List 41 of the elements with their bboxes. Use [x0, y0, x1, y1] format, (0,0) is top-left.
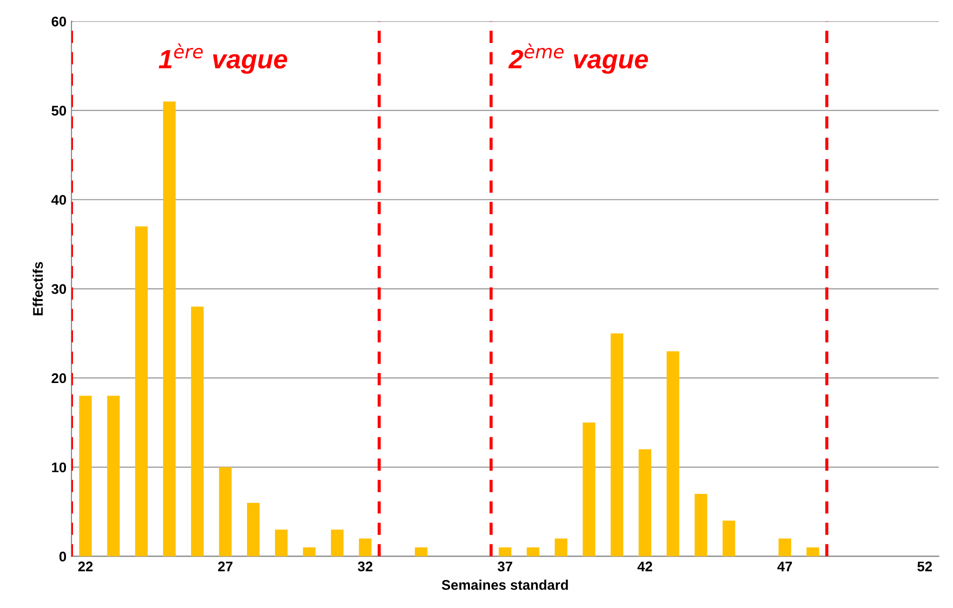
y-tick-label: 30 [51, 284, 66, 294]
x-tick-label: 42 [637, 562, 652, 572]
bar [666, 351, 680, 556]
bar [638, 449, 652, 556]
bar [330, 530, 344, 556]
bar [79, 396, 92, 556]
bar [610, 333, 624, 556]
annotation: 1$^{ère}$ vague [158, 43, 288, 74]
bar [107, 396, 120, 556]
x-tick-label: 27 [218, 562, 232, 572]
bar [554, 538, 568, 556]
bar [247, 502, 260, 556]
x-tick-label: 52 [917, 562, 932, 572]
x-axis-title: Semaines standard [442, 580, 568, 590]
bar [163, 102, 176, 556]
annotation: 2$^{ème}$ vague [508, 43, 648, 74]
y-tick-label: 10 [52, 462, 66, 472]
bar [582, 422, 596, 556]
x-tick-label: 37 [498, 562, 512, 572]
bar [806, 547, 820, 556]
bar [694, 494, 708, 556]
y-axis-title: Effectifs [32, 262, 43, 316]
bar [135, 226, 148, 556]
y-tick-label: 50 [52, 106, 66, 116]
bar [219, 467, 232, 556]
x-tick-label: 32 [358, 562, 372, 572]
y-tick-label: 0 [59, 552, 66, 562]
bar [526, 547, 540, 556]
y-tick-label: 20 [52, 373, 66, 384]
bar [778, 538, 792, 556]
x-tick-label: 47 [777, 562, 792, 572]
bar [191, 306, 204, 556]
bar [722, 520, 736, 556]
y-tick-label: 60 [52, 16, 66, 26]
bar [358, 538, 372, 556]
bar [274, 530, 288, 556]
x-tick-label: 22 [78, 562, 93, 572]
bar [414, 547, 428, 556]
bar [498, 547, 512, 556]
y-tick-label: 40 [51, 194, 66, 205]
bar [302, 547, 316, 556]
